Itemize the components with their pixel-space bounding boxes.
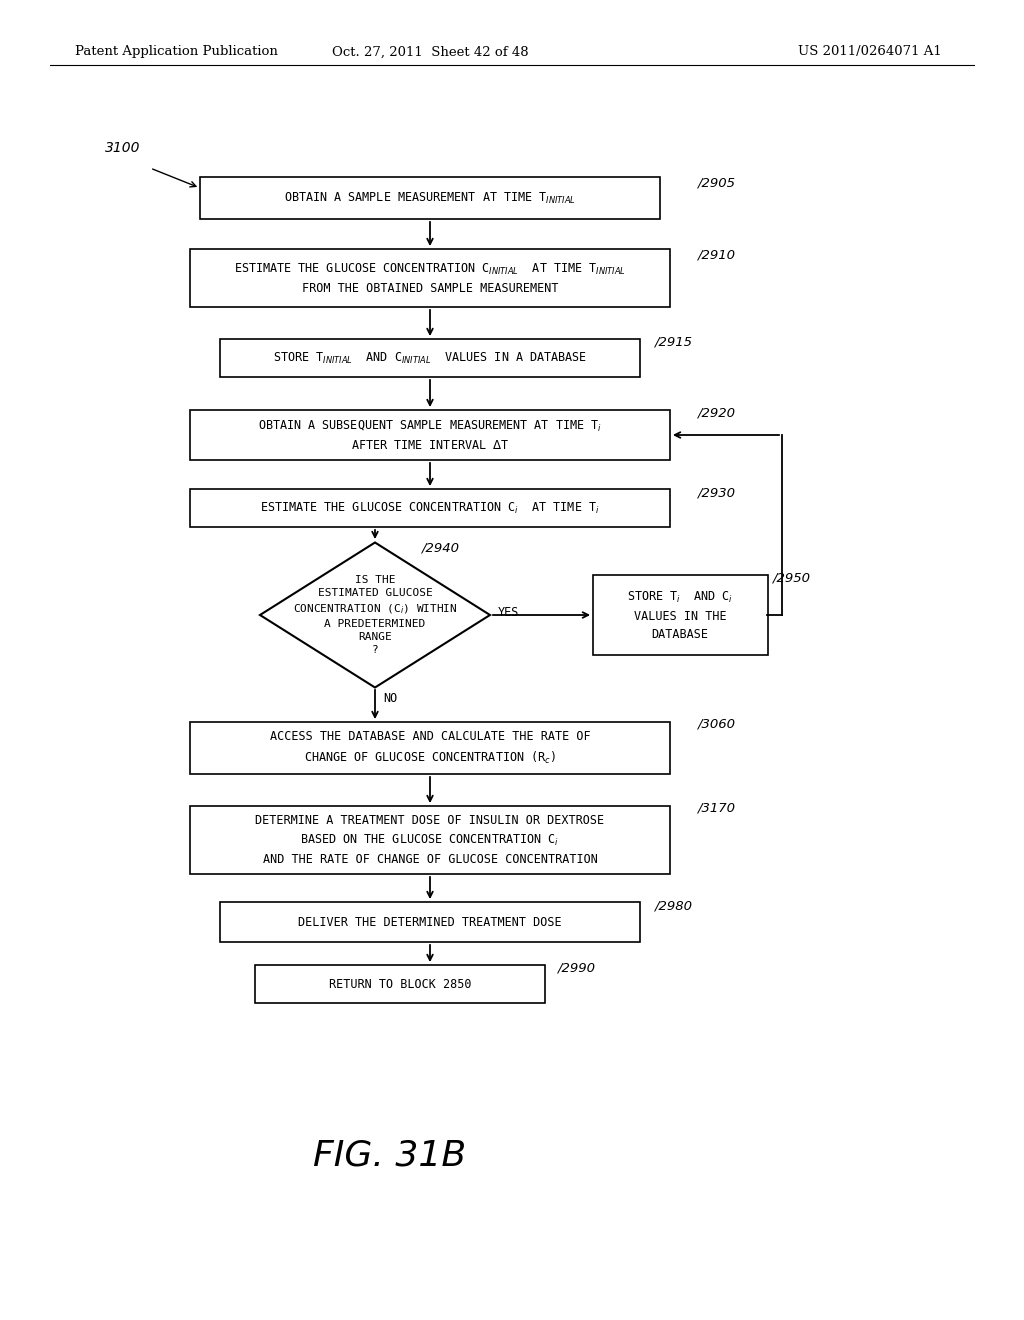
Text: /2910: /2910 <box>698 248 736 261</box>
Text: /2930: /2930 <box>698 487 736 499</box>
FancyBboxPatch shape <box>220 902 640 942</box>
Text: /2980: /2980 <box>655 899 693 912</box>
Text: OBTAIN A SAMPLE MEASUREMENT AT TIME T$_{INITIAL}$: OBTAIN A SAMPLE MEASUREMENT AT TIME T$_{… <box>284 190 577 206</box>
Text: NO: NO <box>383 692 397 705</box>
Text: /3060: /3060 <box>698 718 736 730</box>
Text: DETERMINE A TREATMENT DOSE OF INSULIN OR DEXTROSE
BASED ON THE GLUCOSE CONCENTRA: DETERMINE A TREATMENT DOSE OF INSULIN OR… <box>255 814 604 866</box>
FancyBboxPatch shape <box>190 807 670 874</box>
Text: Patent Application Publication: Patent Application Publication <box>75 45 278 58</box>
Text: /2920: /2920 <box>698 407 736 420</box>
Text: ACCESS THE DATABASE AND CALCULATE THE RATE OF
CHANGE OF GLUCOSE CONCENTRATION (R: ACCESS THE DATABASE AND CALCULATE THE RA… <box>269 730 590 766</box>
Text: STORE T$_i$  AND C$_i$
VALUES IN THE
DATABASE: STORE T$_i$ AND C$_i$ VALUES IN THE DATA… <box>627 590 733 640</box>
Text: /2990: /2990 <box>558 961 596 974</box>
Text: /2940: /2940 <box>422 541 460 554</box>
Text: FIG. 31B: FIG. 31B <box>313 1138 467 1172</box>
FancyBboxPatch shape <box>255 965 545 1003</box>
Polygon shape <box>260 543 490 688</box>
Text: /2950: /2950 <box>773 572 811 585</box>
Text: IS THE
ESTIMATED GLUCOSE
CONCENTRATION (C$_i$) WITHIN
A PREDETERMINED
RANGE
?: IS THE ESTIMATED GLUCOSE CONCENTRATION (… <box>293 574 458 655</box>
Text: DELIVER THE DETERMINED TREATMENT DOSE: DELIVER THE DETERMINED TREATMENT DOSE <box>298 916 562 928</box>
Text: /3170: /3170 <box>698 801 736 814</box>
Text: OBTAIN A SUBSEQUENT SAMPLE MEASUREMENT AT TIME T$_i$
AFTER TIME INTERVAL $\Delta: OBTAIN A SUBSEQUENT SAMPLE MEASUREMENT A… <box>258 418 602 451</box>
FancyBboxPatch shape <box>220 339 640 378</box>
FancyBboxPatch shape <box>593 576 768 655</box>
Text: ESTIMATE THE GLUCOSE CONCENTRATION C$_i$  AT TIME T$_i$: ESTIMATE THE GLUCOSE CONCENTRATION C$_i$… <box>260 500 600 516</box>
Text: RETURN TO BLOCK 2850: RETURN TO BLOCK 2850 <box>329 978 471 990</box>
Text: YES: YES <box>498 606 519 619</box>
Text: /2915: /2915 <box>655 335 693 348</box>
FancyBboxPatch shape <box>190 411 670 459</box>
FancyBboxPatch shape <box>190 722 670 774</box>
Text: 3100: 3100 <box>105 141 140 154</box>
FancyBboxPatch shape <box>190 249 670 308</box>
Text: STORE T$_{INITIAL}$  AND C$_{INITIAL}$  VALUES IN A DATABASE: STORE T$_{INITIAL}$ AND C$_{INITIAL}$ VA… <box>273 350 587 366</box>
Text: ESTIMATE THE GLUCOSE CONCENTRATION C$_{INITIAL}$  AT TIME T$_{INITIAL}$
FROM THE: ESTIMATE THE GLUCOSE CONCENTRATION C$_{I… <box>234 261 626 294</box>
Text: US 2011/0264071 A1: US 2011/0264071 A1 <box>798 45 942 58</box>
Text: /2905: /2905 <box>698 177 736 190</box>
FancyBboxPatch shape <box>190 488 670 527</box>
FancyBboxPatch shape <box>200 177 660 219</box>
Text: Oct. 27, 2011  Sheet 42 of 48: Oct. 27, 2011 Sheet 42 of 48 <box>332 45 528 58</box>
